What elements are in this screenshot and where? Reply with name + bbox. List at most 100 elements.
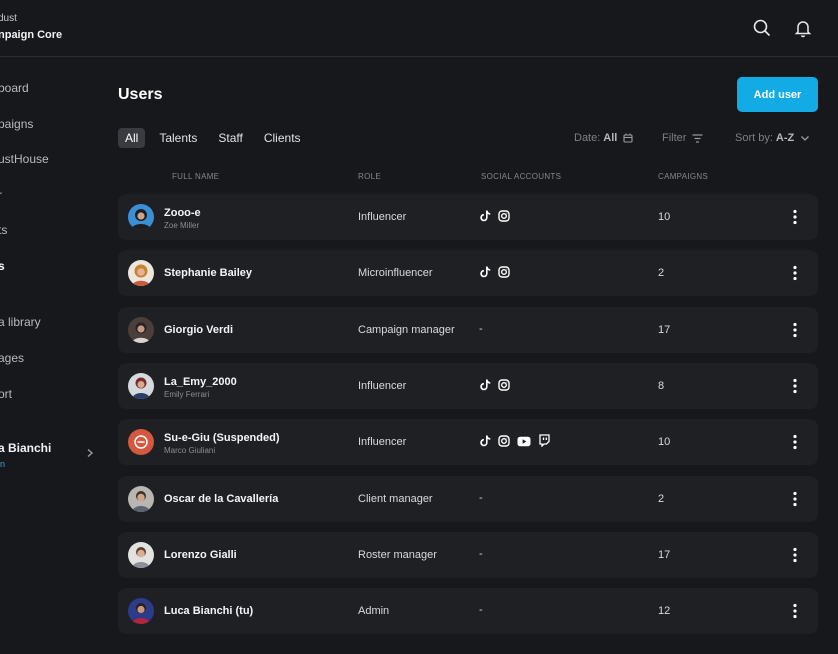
campaigns-count: 17 <box>658 323 671 336</box>
tab-all[interactable]: All <box>118 128 146 148</box>
brand-org: dust <box>0 13 17 24</box>
filter-tabs: All Talents Staff Clients <box>118 128 315 148</box>
tab-staff[interactable]: Staff <box>218 131 243 145</box>
chevron-right-icon <box>87 448 94 458</box>
instagram-icon[interactable] <box>498 265 510 283</box>
avatar <box>128 260 154 287</box>
more-options-icon[interactable] <box>790 603 800 619</box>
date-filter-label: Date: <box>574 132 601 144</box>
user-real-name: Marco Giuliani <box>164 446 216 456</box>
user-name[interactable]: Stephanie Bailey <box>164 267 253 280</box>
sidebar-item-users[interactable]: s <box>0 259 5 273</box>
tiktok-icon[interactable] <box>480 209 491 227</box>
social-accounts <box>480 434 550 452</box>
calendar-icon <box>623 133 633 143</box>
user-name[interactable]: Luca Bianchi (tu) <box>164 605 254 618</box>
sidebar-item-trusthouse[interactable]: ustHouse <box>0 152 49 166</box>
search-icon[interactable] <box>752 18 772 38</box>
avatar <box>128 485 154 512</box>
tiktok-icon[interactable] <box>480 265 491 283</box>
table-row[interactable]: Oscar de la Cavallería Client manager - 2 <box>118 475 818 522</box>
campaigns-count: 17 <box>658 548 671 561</box>
filter-icon <box>692 133 703 143</box>
sidebar-user-role: in <box>0 459 6 469</box>
tiktok-icon[interactable] <box>480 434 491 452</box>
user-real-name: Zoe Miller <box>164 221 200 230</box>
avatar <box>128 541 154 568</box>
more-options-icon[interactable] <box>790 491 800 507</box>
user-name[interactable]: Giorgio Verdi <box>164 323 234 336</box>
social-accounts <box>480 209 510 227</box>
social-accounts-empty: - <box>479 547 483 560</box>
user-role: Microinfluencer <box>358 267 433 280</box>
user-name[interactable]: Zooo-e <box>164 207 201 219</box>
sidebar-item-messages[interactable]: ages <box>0 351 25 365</box>
filter-label: Filter <box>662 132 687 144</box>
column-header-full-name: FULL NAME <box>172 172 220 181</box>
user-role: Roster manager <box>358 548 437 561</box>
social-accounts-empty: - <box>479 604 483 617</box>
tiktok-icon[interactable] <box>480 378 491 396</box>
user-role: Influencer <box>358 211 407 223</box>
avatar <box>128 204 154 230</box>
more-options-icon[interactable] <box>790 265 800 281</box>
sidebar-item-campaigns[interactable]: paigns <box>0 117 34 131</box>
top-bar: dust npaign Core <box>0 0 838 57</box>
tab-clients[interactable]: Clients <box>263 131 301 145</box>
add-user-button[interactable]: Add user <box>737 77 818 112</box>
twitch-icon[interactable] <box>538 434 550 452</box>
table-row[interactable]: Giorgio Verdi Campaign manager - 17 <box>118 306 818 353</box>
column-header-campaigns: CAMPAIGNS <box>658 172 709 181</box>
filter-button[interactable]: Filter <box>662 132 703 144</box>
sort-label: Sort by: <box>735 132 773 144</box>
user-name[interactable]: Lorenzo Gialli <box>164 548 237 561</box>
brand[interactable]: dust npaign Core <box>0 13 62 41</box>
campaigns-count: 2 <box>658 492 665 505</box>
campaigns-count: 12 <box>658 605 671 618</box>
table-row[interactable]: Lorenzo Gialli Roster manager - 17 <box>118 531 818 578</box>
tab-talents[interactable]: Talents <box>159 131 198 145</box>
social-accounts-empty: - <box>479 491 483 504</box>
social-accounts <box>480 265 510 283</box>
social-accounts <box>480 378 510 396</box>
sidebar-item-4[interactable]: r <box>0 188 2 202</box>
table-row[interactable]: Zooo-e Zoe Miller Influencer 10 <box>118 194 818 240</box>
instagram-icon[interactable] <box>498 434 510 452</box>
sidebar-item-5[interactable]: ts <box>0 223 8 237</box>
social-accounts-empty: - <box>479 322 483 335</box>
sidebar-user[interactable]: a Bianchi in <box>0 441 100 469</box>
sidebar-item-dashboard[interactable]: board <box>0 81 29 95</box>
user-role: Client manager <box>358 492 433 505</box>
more-options-icon[interactable] <box>790 322 800 338</box>
sidebar-user-name: a Bianchi <box>0 441 52 455</box>
user-name[interactable]: La_Emy_2000 <box>164 375 237 388</box>
table-row[interactable]: Stephanie Bailey Microinfluencer 2 <box>118 250 818 297</box>
avatar <box>128 598 154 625</box>
avatar <box>128 429 154 456</box>
date-filter-value: All <box>603 132 618 144</box>
user-role: Influencer <box>358 436 407 449</box>
avatar <box>128 316 154 343</box>
avatar <box>128 372 154 399</box>
table-row[interactable]: Luca Bianchi (tu) Admin - 12 <box>118 588 818 635</box>
table-row[interactable]: Su-e-Giu (Suspended) Marco Giuliani Influe… <box>118 419 818 466</box>
instagram-icon[interactable] <box>498 209 510 227</box>
column-header-role: ROLE <box>358 172 381 181</box>
campaigns-count: 2 <box>658 267 665 280</box>
youtube-icon[interactable] <box>517 434 531 452</box>
instagram-icon[interactable] <box>498 378 510 396</box>
date-filter[interactable]: Date: All <box>574 132 633 144</box>
column-header-social: SOCIAL ACCOUNTS <box>481 172 562 181</box>
user-name[interactable]: Oscar de la Cavallería <box>164 492 279 505</box>
table-row[interactable]: La_Emy_2000 Emily Ferrari Influencer 8 <box>118 362 818 409</box>
sidebar-item-support[interactable]: ort <box>0 387 13 401</box>
user-name[interactable]: Su-e-Giu (Suspended) <box>164 432 280 445</box>
user-role: Campaign manager <box>358 323 455 336</box>
sort-dropdown[interactable]: Sort by: A-Z <box>735 132 810 144</box>
more-options-icon[interactable] <box>790 378 800 394</box>
more-options-icon[interactable] <box>790 434 800 450</box>
sidebar-item-media-library[interactable]: a library <box>0 315 41 329</box>
more-options-icon[interactable] <box>790 547 800 563</box>
more-options-icon[interactable] <box>790 209 800 225</box>
bell-icon[interactable] <box>793 18 813 38</box>
